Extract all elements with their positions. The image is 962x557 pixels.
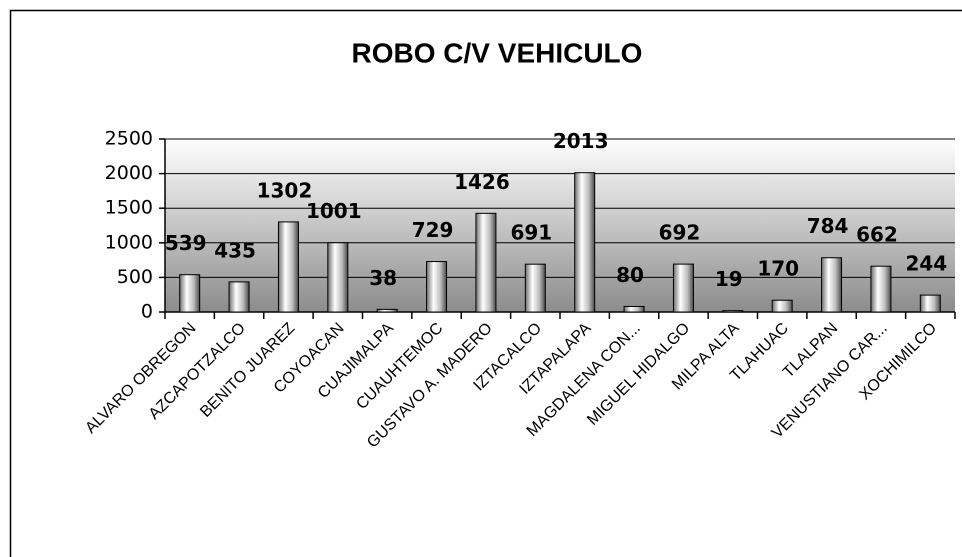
y-tick-label: 2500 xyxy=(105,128,153,150)
bar xyxy=(426,261,448,313)
value-label: 1302 xyxy=(257,178,313,202)
value-label: 170 xyxy=(757,257,799,281)
bar xyxy=(722,310,744,313)
bar xyxy=(821,257,843,313)
value-label: 80 xyxy=(616,263,644,287)
y-tick-label: 1000 xyxy=(105,231,153,253)
y-tick-label: 0 xyxy=(141,301,153,323)
bar xyxy=(524,263,546,313)
value-label: 692 xyxy=(659,221,701,245)
bar xyxy=(277,221,299,313)
chart-title: ROBO C/V VEHICULO xyxy=(352,37,643,68)
bar xyxy=(475,212,497,313)
value-label: 691 xyxy=(510,221,552,245)
bar xyxy=(672,263,694,313)
bar xyxy=(623,305,645,313)
value-label: 784 xyxy=(807,214,849,238)
y-tick-label: 2000 xyxy=(105,162,153,184)
bar xyxy=(376,308,398,313)
bar xyxy=(327,242,349,313)
value-label: 19 xyxy=(715,267,743,291)
value-label: 1001 xyxy=(306,199,362,223)
bar xyxy=(870,265,892,313)
value-label: 729 xyxy=(412,218,454,242)
value-label: 662 xyxy=(856,223,898,247)
value-label: 2013 xyxy=(553,129,609,153)
value-label: 539 xyxy=(165,231,207,255)
value-label: 38 xyxy=(369,266,397,290)
value-label: 435 xyxy=(214,238,256,262)
value-label: 1426 xyxy=(454,170,510,194)
bar xyxy=(771,299,793,313)
value-label: 244 xyxy=(905,252,947,276)
bar xyxy=(228,281,250,313)
bar xyxy=(919,294,941,313)
y-tick-label: 1500 xyxy=(105,197,153,219)
y-tick-label: 500 xyxy=(117,266,153,288)
bar xyxy=(574,172,596,313)
bar xyxy=(179,274,201,313)
